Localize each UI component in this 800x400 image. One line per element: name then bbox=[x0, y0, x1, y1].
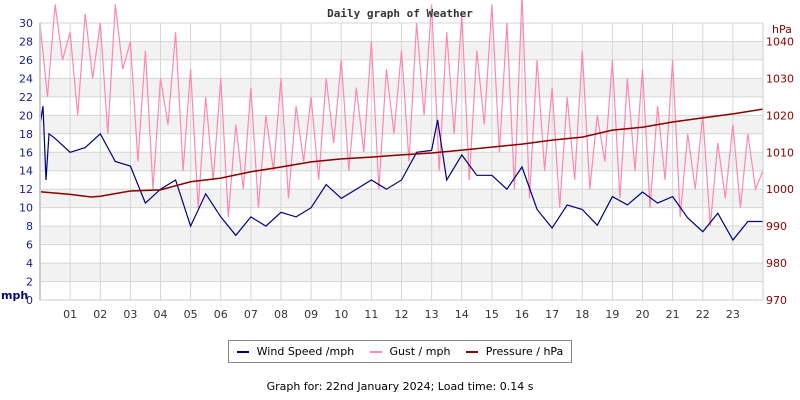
x-tick-label: 12 bbox=[395, 308, 409, 321]
left-tick-label: 2 bbox=[26, 276, 33, 289]
left-tick-label: 0 bbox=[26, 294, 33, 307]
legend-label: Pressure / hPa bbox=[485, 345, 564, 358]
x-tick-label: 06 bbox=[214, 308, 228, 321]
left-tick-label: 10 bbox=[19, 202, 33, 215]
legend-item-pressure: Pressure / hPa bbox=[465, 345, 564, 358]
right-tick-label: 970 bbox=[766, 294, 787, 307]
left-tick-label: 12 bbox=[19, 183, 33, 196]
x-tick-label: 20 bbox=[636, 308, 650, 321]
x-tick-label: 04 bbox=[154, 308, 168, 321]
x-tick-label: 01 bbox=[63, 308, 77, 321]
legend-label: Gust / mph bbox=[389, 345, 451, 358]
pressure-series-line bbox=[39, 108, 764, 198]
footer-info: Graph for: 22nd January 2024; Load time:… bbox=[266, 380, 534, 393]
left-tick-label: 22 bbox=[19, 91, 33, 104]
left-tick-label: 6 bbox=[26, 239, 33, 252]
x-tick-label: 18 bbox=[575, 308, 589, 321]
left-tick-label: 24 bbox=[19, 72, 33, 85]
right-tick-label: 990 bbox=[766, 220, 787, 233]
chart-title: Daily graph of Weather bbox=[327, 7, 473, 20]
x-tick-label: 14 bbox=[455, 308, 469, 321]
left-tick-label: 30 bbox=[19, 17, 33, 30]
left-tick-label: 16 bbox=[19, 146, 33, 159]
legend: Wind Speed /mph Gust / mph Pressure / hP… bbox=[228, 340, 572, 363]
x-tick-label: 22 bbox=[696, 308, 710, 321]
right-tick-label: 1040 bbox=[766, 35, 794, 48]
x-tick-label: 19 bbox=[605, 308, 619, 321]
legend-item-wind-speed: Wind Speed /mph bbox=[236, 345, 355, 358]
left-tick-label: 20 bbox=[19, 109, 33, 122]
x-tick-label: 08 bbox=[274, 308, 288, 321]
x-tick-label: 09 bbox=[304, 308, 318, 321]
x-tick-label: 03 bbox=[123, 308, 137, 321]
right-tick-label: 1030 bbox=[766, 72, 794, 85]
right-tick-label: 1020 bbox=[766, 109, 794, 122]
x-tick-label: 21 bbox=[666, 308, 680, 321]
left-tick-label: 8 bbox=[26, 220, 33, 233]
wind-swatch bbox=[236, 350, 249, 353]
x-tick-label: 10 bbox=[334, 308, 348, 321]
right-tick-label: 980 bbox=[766, 257, 787, 270]
legend-item-gust: Gust / mph bbox=[369, 345, 451, 358]
left-tick-label: 28 bbox=[19, 35, 33, 48]
left-tick-label: 4 bbox=[26, 257, 33, 270]
gust-swatch bbox=[369, 350, 382, 353]
pressure-swatch bbox=[465, 350, 478, 353]
right-tick-label: 1000 bbox=[766, 183, 794, 196]
x-tick-label: 13 bbox=[425, 308, 439, 321]
legend-label: Wind Speed /mph bbox=[256, 345, 355, 358]
x-tick-label: 15 bbox=[485, 308, 499, 321]
x-tick-label: 02 bbox=[93, 308, 107, 321]
right-axis-label: hPa bbox=[772, 23, 792, 36]
left-axis-label: mph bbox=[1, 289, 28, 302]
x-tick-label: 23 bbox=[726, 308, 740, 321]
x-tick-label: 05 bbox=[184, 308, 198, 321]
gust-series-line bbox=[39, 0, 764, 227]
x-tick-label: 16 bbox=[515, 308, 529, 321]
x-tick-label: 11 bbox=[364, 308, 378, 321]
left-tick-label: 14 bbox=[19, 165, 33, 178]
right-tick-label: 1010 bbox=[766, 146, 794, 159]
x-tick-label: 17 bbox=[545, 308, 559, 321]
left-tick-label: 18 bbox=[19, 128, 33, 141]
left-tick-label: 26 bbox=[19, 54, 33, 67]
x-tick-label: 07 bbox=[244, 308, 258, 321]
wind-series-line bbox=[39, 106, 763, 242]
